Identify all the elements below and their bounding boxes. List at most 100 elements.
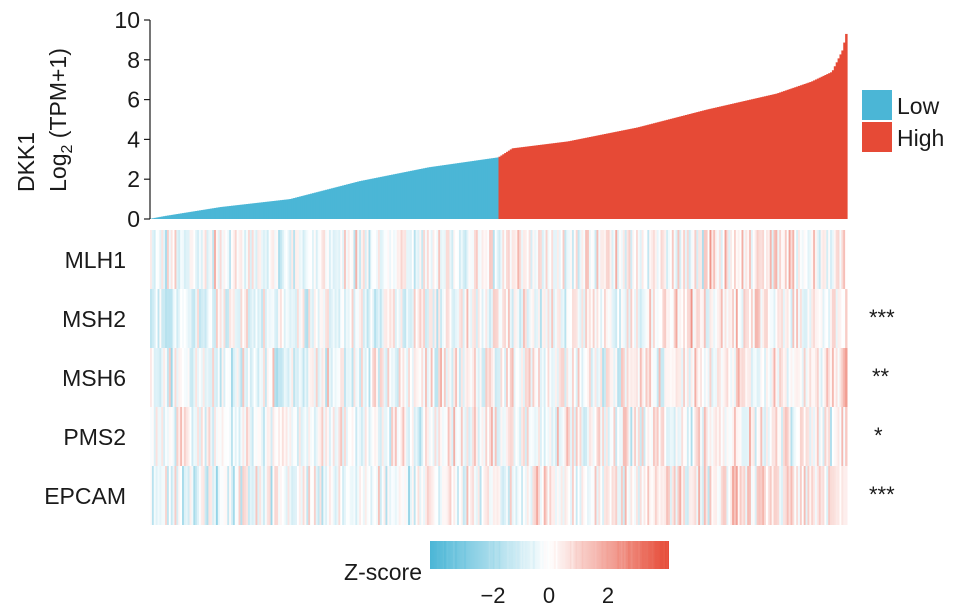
bar-high: [515, 147, 518, 219]
heatmap-cell: [425, 407, 428, 466]
bar-low: [400, 172, 404, 219]
heatmap-cell: [283, 407, 287, 466]
heatmap-cell: [645, 289, 648, 348]
heatmap-cell: [656, 466, 660, 525]
heatmap-cell: [715, 289, 718, 348]
bar-low: [342, 185, 345, 219]
heatmap-cell: [340, 466, 343, 525]
heatmap-cell: [506, 466, 509, 525]
bar-high: [803, 83, 807, 220]
heatmap-cell: [178, 407, 181, 466]
heatmap-cell: [193, 466, 196, 525]
heatmap-cell: [831, 348, 835, 407]
heatmap-cell: [643, 348, 646, 407]
heatmap-cell: [713, 466, 716, 525]
heatmap-cell: [261, 289, 264, 348]
heatmap-cell: [764, 407, 767, 466]
heatmap-cell: [673, 230, 677, 289]
bar-low: [345, 184, 349, 219]
heatmap-cell: [479, 289, 483, 348]
heatmap-cell: [726, 348, 729, 407]
heatmap-cell: [298, 407, 302, 466]
heatmap-cell: [189, 289, 192, 348]
heatmap-cell: [524, 230, 528, 289]
heatmap-cell: [526, 289, 530, 348]
heatmap-cell: [524, 348, 528, 407]
heatmap-cell: [816, 407, 820, 466]
heatmap-cell: [150, 407, 153, 466]
heatmap-cell: [530, 230, 533, 289]
bar-high: [566, 141, 569, 219]
heatmap-cell: [195, 466, 198, 525]
heatmap-cell: [511, 348, 515, 407]
heatmap-cell: [379, 407, 383, 466]
bar-low: [185, 212, 189, 219]
heatmap-cell: [189, 466, 192, 525]
heatmap-cell: [666, 348, 669, 407]
heatmap-cell: [246, 348, 249, 407]
bar-high: [760, 97, 763, 219]
heatmap-cell: [295, 407, 298, 466]
heatmap-cell: [293, 348, 296, 407]
heatmap-cell: [668, 348, 671, 407]
heatmap-cell: [822, 230, 825, 289]
heatmap-cell: [344, 466, 347, 525]
bar-low: [428, 167, 432, 219]
bar-low: [215, 207, 219, 219]
bar-low: [223, 206, 226, 219]
heatmap-cell: [327, 230, 330, 289]
bar-high: [835, 62, 839, 219]
heatmap-cell: [730, 466, 733, 525]
heatmap-cell: [669, 230, 673, 289]
heatmap-cell: [323, 348, 326, 407]
heatmap-cell: [654, 466, 658, 525]
heatmap-cell: [752, 466, 756, 525]
heatmap-cell: [345, 466, 349, 525]
bar-high: [583, 138, 586, 219]
heatmap-cell: [760, 230, 763, 289]
heatmap-cell: [713, 348, 716, 407]
heatmap-cell: [517, 466, 520, 525]
heatmap-cell: [325, 289, 328, 348]
heatmap-cell: [475, 230, 479, 289]
heatmap-cell: [394, 466, 398, 525]
heatmap-cell: [460, 407, 464, 466]
bar-low: [438, 165, 441, 219]
heatmap-cell: [758, 348, 761, 407]
heatmap-cell: [831, 230, 835, 289]
heatmap-cell: [692, 348, 695, 407]
heatmap-cell: [172, 407, 175, 466]
heatmap-cell: [581, 466, 584, 525]
heatmap-cell: [543, 466, 547, 525]
heatmap-cell: [835, 230, 839, 289]
heatmap-cell: [673, 407, 677, 466]
bar-high: [684, 114, 688, 219]
heatmap-cell: [176, 407, 179, 466]
heatmap-cell: [189, 348, 192, 407]
heatmap-cell: [174, 407, 177, 466]
heatmap-cell: [165, 289, 168, 348]
heatmap-cell: [223, 289, 226, 348]
heatmap-cell: [198, 230, 202, 289]
bar-high: [543, 144, 547, 219]
heatmap-cell: [507, 348, 511, 407]
heatmap-cell: [764, 348, 767, 407]
colorbar-stripe: [495, 541, 498, 569]
heatmap-cell: [321, 466, 324, 525]
heatmap-cell: [421, 466, 424, 525]
bar-low: [155, 217, 159, 219]
bar-low: [291, 198, 294, 219]
heatmap-cell: [545, 407, 548, 466]
heatmap-cell: [494, 230, 498, 289]
heatmap-cell: [558, 230, 562, 289]
heatmap-cell: [255, 289, 258, 348]
heatmap-cell: [555, 230, 558, 289]
heatmap-cell: [408, 230, 411, 289]
heatmap-cell: [170, 407, 174, 466]
heatmap-cell: [788, 407, 791, 466]
heatmap-cell: [534, 289, 537, 348]
heatmap-cell: [317, 407, 321, 466]
heatmap-cell: [845, 407, 848, 466]
significance-markers: *** ** * ***: [869, 305, 895, 507]
heatmap-cell: [549, 230, 552, 289]
